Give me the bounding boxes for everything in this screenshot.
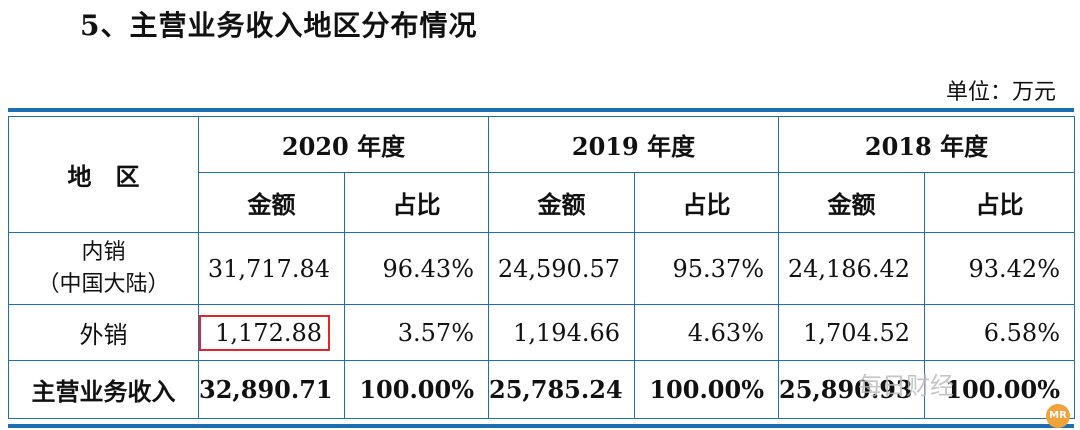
table-row-domestic: 内销 （中国大陆） 31,717.84 96.43% 24,590.57 95.… <box>8 232 1075 305</box>
sub-header-row: 金额 占比 金额 占比 金额 占比 <box>9 172 1075 233</box>
year-header-2020: 2020 年度 <box>198 116 489 173</box>
value-cell: 24,590.57 <box>488 232 635 305</box>
region-cell-domestic: 内销 （中国大陆） <box>8 232 199 305</box>
value-cell: 95.37% <box>634 232 779 305</box>
value-cell: 31,717.84 <box>198 232 345 305</box>
value-cell-highlighted: 1,172.88 <box>198 304 345 361</box>
value-cell: 3.57% <box>344 304 489 361</box>
year-header-row: 地 区 2020 年度 2019 年度 2018 年度 <box>8 116 1075 233</box>
value-cell: 93.42% <box>924 232 1075 305</box>
ratio-header: 占比 <box>634 172 779 233</box>
watermark-text: 每日财经 <box>858 372 954 400</box>
region-label: 内销 <box>81 239 126 265</box>
value-cell: 24,186.42 <box>778 232 925 305</box>
year-header-2018: 2018 年度 <box>778 116 1075 173</box>
total-value-cell: 100.00% <box>634 360 779 419</box>
region-header: 地 区 <box>8 116 199 233</box>
amount-header: 金额 <box>488 172 635 233</box>
unit-label: 单位：万元 <box>945 80 1056 105</box>
value-cell: 96.43% <box>344 232 489 305</box>
total-value-cell: 25,785.24 <box>488 360 635 419</box>
amount-header: 金额 <box>778 172 925 233</box>
value-cell: 1,704.52 <box>778 304 925 361</box>
total-value-cell: 100.00% <box>344 360 489 419</box>
table-bottom-border <box>8 424 1074 428</box>
table-row-export: 外销 1,172.88 3.57% 1,194.66 4.63% 1,704.5… <box>8 304 1075 361</box>
section-heading: 5、主营业务收入地区分布情况 <box>80 9 478 42</box>
value-cell: 4.63% <box>634 304 779 361</box>
value-cell: 1,194.66 <box>488 304 635 361</box>
region-cell-export: 外销 <box>8 304 199 361</box>
table-row-total: 主营业务收入 32,890.71 100.00% 25,785.24 100.0… <box>8 360 1075 419</box>
highlight-box: 1,172.88 <box>199 314 330 351</box>
region-sublabel: （中国大陆） <box>37 271 170 297</box>
watermark-logo-icon: MR <box>1046 404 1070 428</box>
total-value-cell: 25,890.93 <box>778 360 925 419</box>
table-top-border <box>8 108 1074 112</box>
ratio-header: 占比 <box>924 172 1075 233</box>
year-header-2019: 2019 年度 <box>488 116 779 173</box>
revenue-region-table: 地 区 2020 年度 2019 年度 2018 年度 金额 占比 金额 占比 … <box>8 116 1075 419</box>
ratio-header: 占比 <box>344 172 489 233</box>
total-value-cell: 32,890.71 <box>198 360 345 419</box>
value-cell: 6.58% <box>924 304 1075 361</box>
total-label: 主营业务收入 <box>8 360 199 419</box>
amount-header: 金额 <box>198 172 345 233</box>
